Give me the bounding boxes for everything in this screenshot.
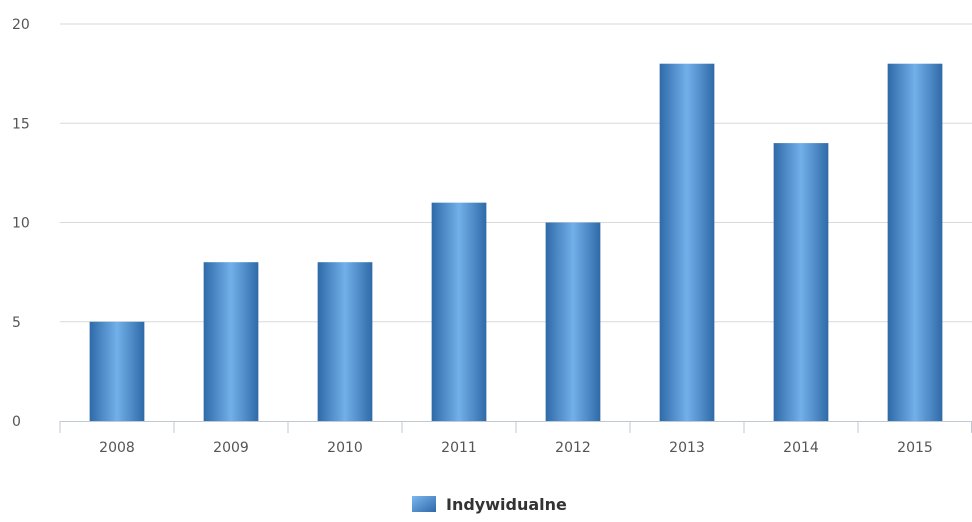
x-tick-label: 2011 [441,440,477,456]
bar-2008[interactable] [89,321,145,421]
bar-2010[interactable] [317,262,373,421]
gridlines [60,23,972,323]
y-axis-tick-labels: 0 5 10 15 20 [12,17,30,430]
legend-label-indywidualne: Indywidualne [446,495,567,514]
y-tick-label: 5 [12,315,21,331]
y-tick-label: 10 [12,216,30,232]
x-tick-label: 2012 [555,440,591,456]
bars [89,63,943,422]
x-tick-label: 2015 [897,440,933,456]
x-tick-label: 2008 [99,440,135,456]
y-tick-label: 0 [12,414,21,430]
bar-2011[interactable] [431,202,487,421]
bar-2013[interactable] [659,63,715,421]
x-tick-label: 2010 [327,440,363,456]
bar-2015[interactable] [887,63,943,421]
x-axis [59,421,972,433]
x-tick-label: 2013 [669,440,705,456]
y-tick-label: 15 [12,116,30,132]
y-tick-label: 20 [12,17,30,33]
legend-swatch [412,496,436,512]
legend[interactable]: Indywidualne [412,495,567,514]
bar-2014[interactable] [773,143,829,421]
x-tick-label: 2014 [783,440,819,456]
x-axis-tick-labels: 2008 2009 2010 2011 2012 2013 2014 2015 [99,440,933,456]
bar-2009[interactable] [203,262,259,421]
x-tick-label: 2009 [213,440,249,456]
bar-2012[interactable] [545,222,601,422]
